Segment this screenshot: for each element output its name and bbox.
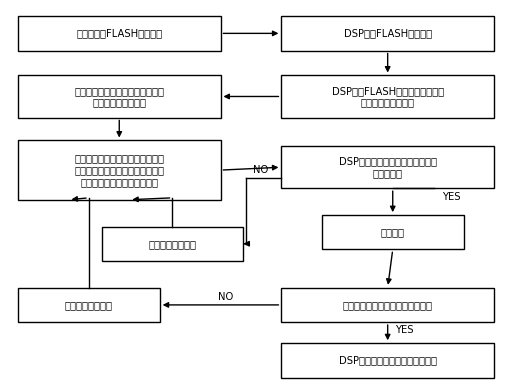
Text: DSP结束复位，发送烧写完成标志: DSP结束复位，发送烧写完成标志 — [338, 355, 437, 365]
FancyBboxPatch shape — [281, 343, 494, 378]
Text: 上位机转换目标程序格式，并下传
多行程序代码和校验代码，等待继
续烧写标志或者重复下传标志: 上位机转换目标程序格式，并下传 多行程序代码和校验代码，等待继 续烧写标志或者重… — [74, 154, 164, 187]
FancyBboxPatch shape — [322, 215, 464, 249]
Text: YES: YES — [442, 192, 461, 202]
FancyBboxPatch shape — [18, 16, 221, 50]
FancyBboxPatch shape — [18, 288, 160, 322]
Text: YES: YES — [395, 325, 414, 334]
Text: 发送继续烧号标志: 发送继续烧号标志 — [65, 300, 113, 310]
FancyBboxPatch shape — [18, 75, 221, 118]
Text: 上位机接收擦除完成标志，对烧写
模块进行初始化配置: 上位机接收擦除完成标志，对烧写 模块进行初始化配置 — [74, 86, 164, 107]
FancyBboxPatch shape — [101, 227, 243, 261]
FancyBboxPatch shape — [281, 75, 494, 118]
FancyBboxPatch shape — [281, 16, 494, 50]
Text: DSP接收FLASH擦除指令: DSP接收FLASH擦除指令 — [344, 28, 432, 38]
Text: 发送重复下传标志: 发送重复下传标志 — [148, 239, 197, 249]
Text: NO: NO — [218, 292, 233, 302]
FancyBboxPatch shape — [18, 140, 221, 200]
Text: DSP进行FLASH擦除操作，向上位
机上传擦除完成标志: DSP进行FLASH擦除操作，向上位 机上传擦除完成标志 — [332, 86, 444, 107]
Text: NO: NO — [253, 165, 269, 175]
Text: 烧录代码: 烧录代码 — [381, 227, 405, 237]
Text: 上位机下发FLASH擦除指令: 上位机下发FLASH擦除指令 — [76, 28, 162, 38]
Text: 判断下传代码是否为程序结束代码: 判断下传代码是否为程序结束代码 — [343, 300, 433, 310]
FancyBboxPatch shape — [281, 288, 494, 322]
Text: DSP接收上位机程序代码，校验代
码是否正确: DSP接收上位机程序代码，校验代 码是否正确 — [338, 156, 437, 178]
FancyBboxPatch shape — [281, 146, 494, 188]
